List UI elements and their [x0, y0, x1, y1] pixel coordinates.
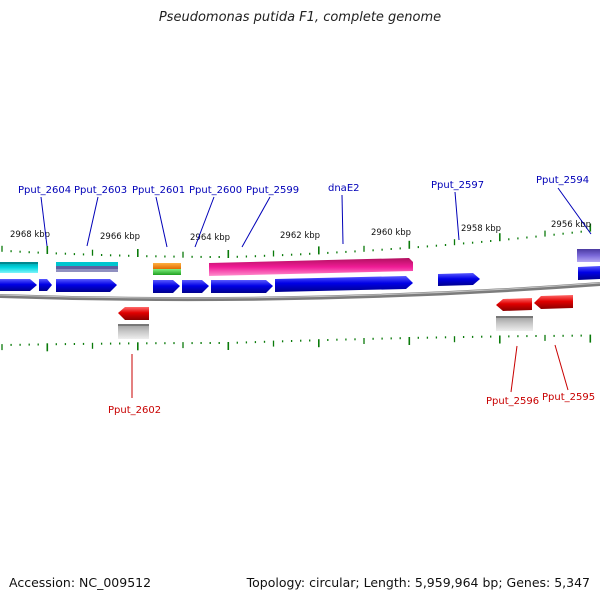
gene-label-pput-2599[interactable]: Pput_2599	[246, 185, 299, 196]
cds-arrow-rev[interactable]	[496, 298, 532, 311]
cds-arrow-fwd[interactable]	[211, 280, 273, 293]
scale-label-2960: 2960 kbp	[371, 228, 411, 238]
map-title: Pseudomonas putida F1, complete genome	[158, 10, 442, 25]
accession-text: Accession: NC_009512	[9, 575, 152, 590]
topology-text: Topology: circular; Length: 5,959,964 bp…	[246, 575, 590, 590]
gene-label-pput-2600[interactable]: Pput_2600	[189, 185, 242, 196]
scale-label-2964: 2964 kbp	[190, 233, 230, 243]
scale-label-2966: 2966 kbp	[100, 232, 140, 242]
gene-label-pput-2595[interactable]: Pput_2595	[542, 392, 595, 403]
scale-label-2968: 2968 kbp	[10, 230, 50, 240]
gene-label-dnae2[interactable]: dnaE2	[328, 183, 360, 194]
label-leader-lines	[40, 187, 592, 398]
scale-label-2956: 2956 kbp	[551, 220, 591, 230]
scale-ticks-top	[1, 223, 592, 258]
genome-backbone	[0, 282, 600, 302]
cds-arrow-fwd[interactable]	[275, 276, 413, 292]
forward-cds-track	[0, 266, 600, 293]
cds-arrow-fwd[interactable]	[0, 279, 37, 291]
gene-label-pput-2594[interactable]: Pput_2594	[536, 175, 589, 186]
feature-gray[interactable]	[496, 316, 533, 331]
feature-gray[interactable]	[118, 324, 149, 339]
feature-purple[interactable]	[577, 249, 600, 262]
cds-arrow-fwd[interactable]	[153, 280, 180, 293]
cds-arrow-rev[interactable]	[118, 307, 149, 320]
scale-label-2962: 2962 kbp	[280, 231, 320, 241]
feature-cyan[interactable]	[0, 262, 38, 273]
feature-orange[interactable]	[153, 263, 181, 269]
gene-label-pput-2601[interactable]: Pput_2601	[132, 185, 185, 196]
feature-pink-dnaE2[interactable]	[209, 258, 413, 276]
gene-label-pput-2603[interactable]: Pput_2603	[74, 185, 127, 196]
cds-arrow-fwd[interactable]	[438, 273, 480, 286]
cds-arrow-fwd[interactable]	[578, 266, 600, 280]
feature-track-upper	[0, 249, 600, 276]
scale-label-2958: 2958 kbp	[461, 224, 501, 234]
gene-label-pput-2597[interactable]: Pput_2597	[431, 180, 484, 191]
scale-ticks-bottom	[1, 334, 592, 352]
cds-arrow-fwd[interactable]	[39, 279, 52, 291]
feature-multi-2603[interactable]	[56, 262, 118, 266]
gene-label-pput-2602[interactable]: Pput_2602	[108, 405, 161, 416]
feature-green[interactable]	[153, 269, 181, 275]
cds-arrow-fwd[interactable]	[56, 279, 117, 292]
gene-label-pput-2604[interactable]: Pput_2604	[18, 185, 71, 196]
cds-arrow-rev[interactable]	[534, 295, 573, 309]
gene-label-pput-2596[interactable]: Pput_2596	[486, 396, 539, 407]
reverse-cds-track	[118, 295, 573, 339]
cds-arrow-fwd[interactable]	[182, 280, 209, 293]
